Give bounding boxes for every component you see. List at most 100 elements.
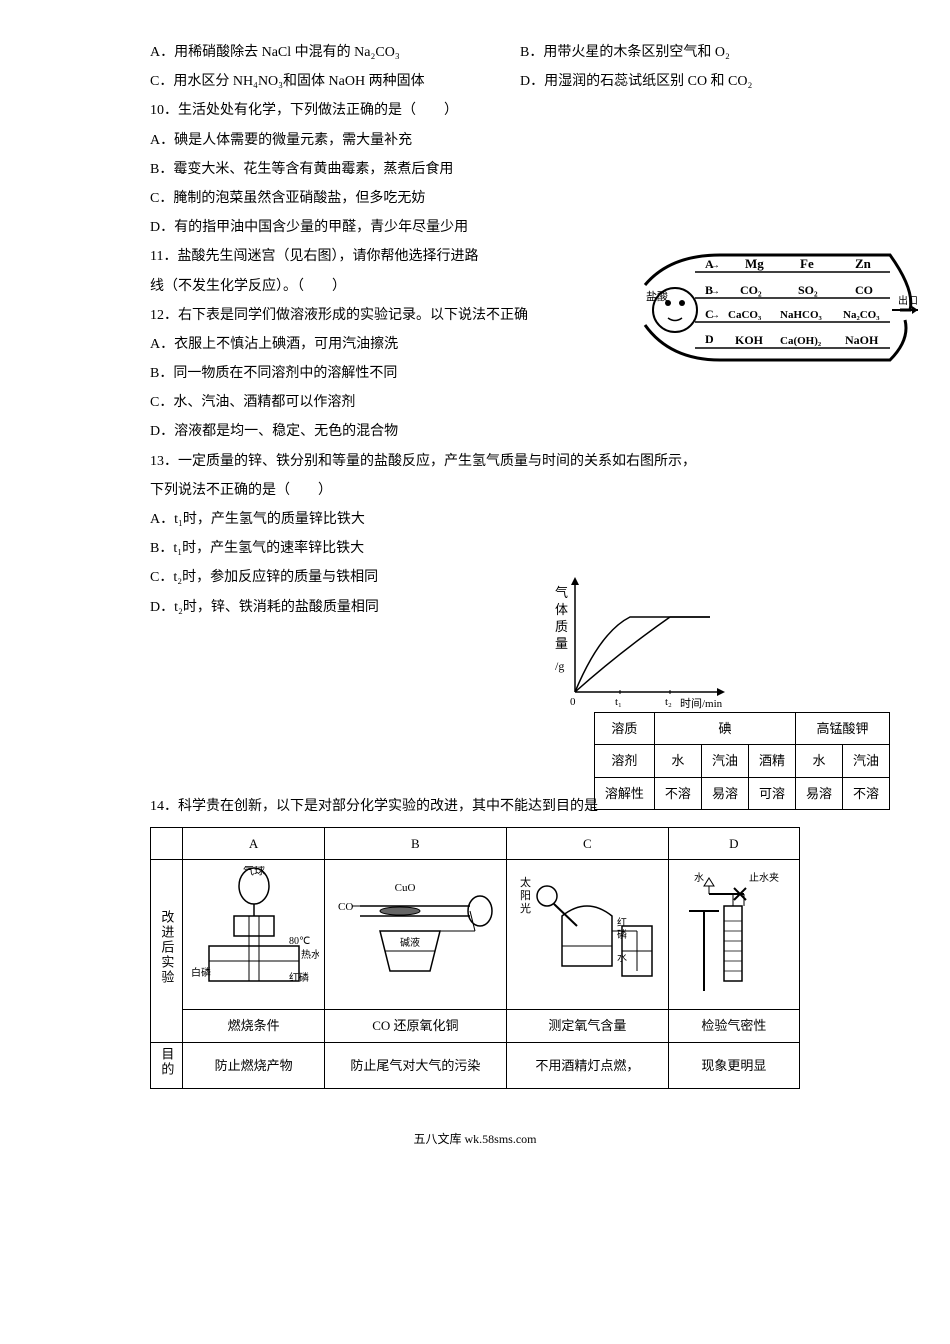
maze-co: CO [855, 283, 873, 297]
dissolve-sol2: 易溶 [701, 777, 748, 809]
exp-header-d: D [668, 827, 799, 859]
chart-xlabel: 时间/min [680, 697, 723, 710]
exp-diag-b: CuO CO 碱液 [324, 860, 506, 1010]
diag-c-sun-2: 阳 [520, 889, 531, 902]
dissolve-sol0: 溶解性 [594, 777, 654, 809]
gas-chart: 气 体 质 量 /g 0 t₁ t₂ 时间/min [540, 572, 730, 722]
maze-nahco3: NaHCO₃ [780, 309, 823, 321]
maze-caco3: CaCO₃ [728, 309, 762, 321]
dissolve-s4: 水 [795, 745, 842, 777]
diagram-d-svg: 水 止水夹 [674, 866, 794, 996]
maze-mg: Mg [745, 256, 764, 271]
exp-caption-c: 测定氧气含量 [506, 1010, 668, 1042]
dissolve-s1: 水 [654, 745, 701, 777]
dissolve-s2: 汽油 [701, 745, 748, 777]
dissolve-sol1: 不溶 [654, 777, 701, 809]
dissolve-sol4: 易溶 [795, 777, 842, 809]
maze-arrow-1: → [710, 260, 720, 271]
diag-d-water: 水 [694, 872, 704, 884]
chart-origin: 0 [570, 696, 576, 708]
exp-purpose-a: 防止燃烧产物 [183, 1042, 324, 1088]
maze-co2: CO₂ [740, 283, 762, 297]
maze-naoh: NaOH [845, 333, 879, 347]
exp-header-b: B [324, 827, 506, 859]
page-footer: 五八文库 wk.58sms.com [150, 1129, 800, 1151]
q12-option-d: D．溶液都是均一、稳定、无色的混合物 [150, 419, 800, 444]
chart-y2: 体 [555, 602, 568, 617]
diag-c-sun-3: 光 [520, 901, 531, 915]
q9-option-a: A．用稀硝酸除去 NaCl 中混有的 Na₂CO₃ [150, 40, 520, 65]
maze-koh: KOH [735, 333, 764, 347]
exp-purpose-d: 现象更明显 [668, 1042, 799, 1088]
diag-a-water: 热水 [301, 948, 319, 961]
chart-y5: /g [555, 659, 564, 673]
exp-purpose-b: 防止尾气对大气的污染 [324, 1042, 506, 1088]
dissolve-row-solute: 溶质 碘 高锰酸钾 [594, 713, 889, 745]
exp-caption-d: 检验气密性 [668, 1010, 799, 1042]
exp-caption-a: 燃烧条件 [183, 1010, 324, 1042]
diagram-a-svg: 气球 80℃ 热水 白磷 红磷 [189, 866, 319, 996]
exp-diagram-row: 改进后实验 气球 80℃ 热水 白磷 红磷 CuO [151, 860, 800, 1010]
q13-option-a: A．t₁时，产生氢气的质量锌比铁大 [150, 507, 800, 532]
maze-caoh2: Ca(OH)₂ [780, 335, 822, 347]
maze-diagram: 盐酸 A → Mg Fe Zn B → CO₂ SO₂ CO C → CaCO₃… [640, 240, 920, 370]
q10-option-c: C．腌制的泡菜虽然含亚硝酸盐，但多吃无妨 [150, 186, 800, 211]
maze-so2: SO₂ [798, 283, 818, 297]
q13-stem-1: 13．一定质量的锌、铁分别和等量的盐酸反应，产生氢气质量与时间的关系如右图所示， [150, 449, 800, 474]
diag-a-temp: 80℃ [289, 936, 310, 947]
chart-y1: 气 [555, 585, 568, 600]
exp-purpose-c: 不用酒精灯点燃， [506, 1042, 668, 1088]
exp-row1-label: 改进后实验 [151, 860, 183, 1042]
q10-option-d: D．有的指甲油中国含少量的甲醛，青少年尽量少用 [150, 215, 800, 240]
diag-b-co: CO [338, 901, 353, 913]
exp-diag-c: 太 阳 光 红 磷 水 [506, 860, 668, 1010]
q10-option-a: A．碘是人体需要的微量元素，需大量补充 [150, 128, 800, 153]
dissolve-row-solvent: 溶剂 水 汽油 酒精 水 汽油 [594, 745, 889, 777]
exp-header-row: A B C D [151, 827, 800, 859]
dissolve-sol5: 不溶 [842, 777, 889, 809]
diagram-b-svg: CuO CO 碱液 [330, 876, 500, 986]
chart-t1: t₁ [615, 696, 622, 708]
exp-row1-label-text: 改进后实验 [155, 910, 178, 985]
q13-option-b: B．t₁时，产生氢气的速率锌比铁大 [150, 536, 800, 561]
q12-option-c: C．水、汽油、酒精都可以作溶剂 [150, 390, 800, 415]
dissolve-row-solubility: 溶解性 不溶 易溶 可溶 易溶 不溶 [594, 777, 889, 809]
maze-outlet: 出口 [898, 294, 918, 307]
dissolve-h0: 溶质 [594, 713, 654, 745]
maze-inlet: 盐酸 [646, 289, 668, 303]
diagram-c-svg: 太 阳 光 红 磷 水 [512, 866, 662, 996]
exp-header-a: A [183, 827, 324, 859]
q9-row-cd: C．用水区分 NH₄NO₃和固体 NaOH 两种固体 D．用湿润的石蕊试纸区别 … [150, 69, 800, 94]
chart-y3: 质 [555, 619, 568, 634]
diag-b-alkali: 碱液 [400, 936, 420, 949]
q13-stem-2: 下列说法不正确的是（ ） [150, 478, 800, 503]
maze-na2co3: Na₂CO₃ [843, 309, 880, 321]
exp-caption-b: CO 还原氧化铜 [324, 1010, 506, 1042]
exp-caption-row: 燃烧条件 CO 还原氧化铜 测定氧气含量 检验气密性 [151, 1010, 800, 1042]
diag-a-white-p: 白磷 [191, 966, 211, 979]
dissolve-h2: 高锰酸钾 [795, 713, 889, 745]
exp-header-c: C [506, 827, 668, 859]
dissolve-s5: 汽油 [842, 745, 889, 777]
diag-d-clip: 止水夹 [749, 871, 779, 884]
exp-row2-label: 目的 [151, 1042, 183, 1088]
q9-option-b: B．用带火星的木条区别空气和 O₂ [520, 40, 800, 65]
dissolve-sol3: 可溶 [748, 777, 795, 809]
diag-a-red-p: 红磷 [289, 971, 309, 984]
q10-option-b: B．霉变大米、花生等含有黄曲霉素，蒸煮后食用 [150, 157, 800, 182]
diag-c-sun-1: 太 [520, 876, 531, 889]
dissolve-h1: 碘 [654, 713, 795, 745]
q9-option-c: C．用水区分 NH₄NO₃和固体 NaOH 两种固体 [150, 69, 520, 94]
exp-header-blank [151, 827, 183, 859]
dissolve-s3: 酒精 [748, 745, 795, 777]
maze-d: D [705, 332, 714, 346]
diag-b-cuo: CuO [395, 882, 416, 894]
maze-zn: Zn [855, 256, 872, 271]
dissolve-s0: 溶剂 [594, 745, 654, 777]
maze-arrow-3: → [710, 310, 720, 321]
maze-fe: Fe [800, 256, 814, 271]
experiment-table: A B C D 改进后实验 气球 80℃ 热水 白磷 红磷 C [150, 827, 800, 1089]
q10-stem: 10．生活处处有化学，下列做法正确的是（ ） [150, 98, 800, 123]
exp-row2-label-text: 目的 [155, 1047, 178, 1077]
maze-arrow-2: → [710, 286, 720, 297]
